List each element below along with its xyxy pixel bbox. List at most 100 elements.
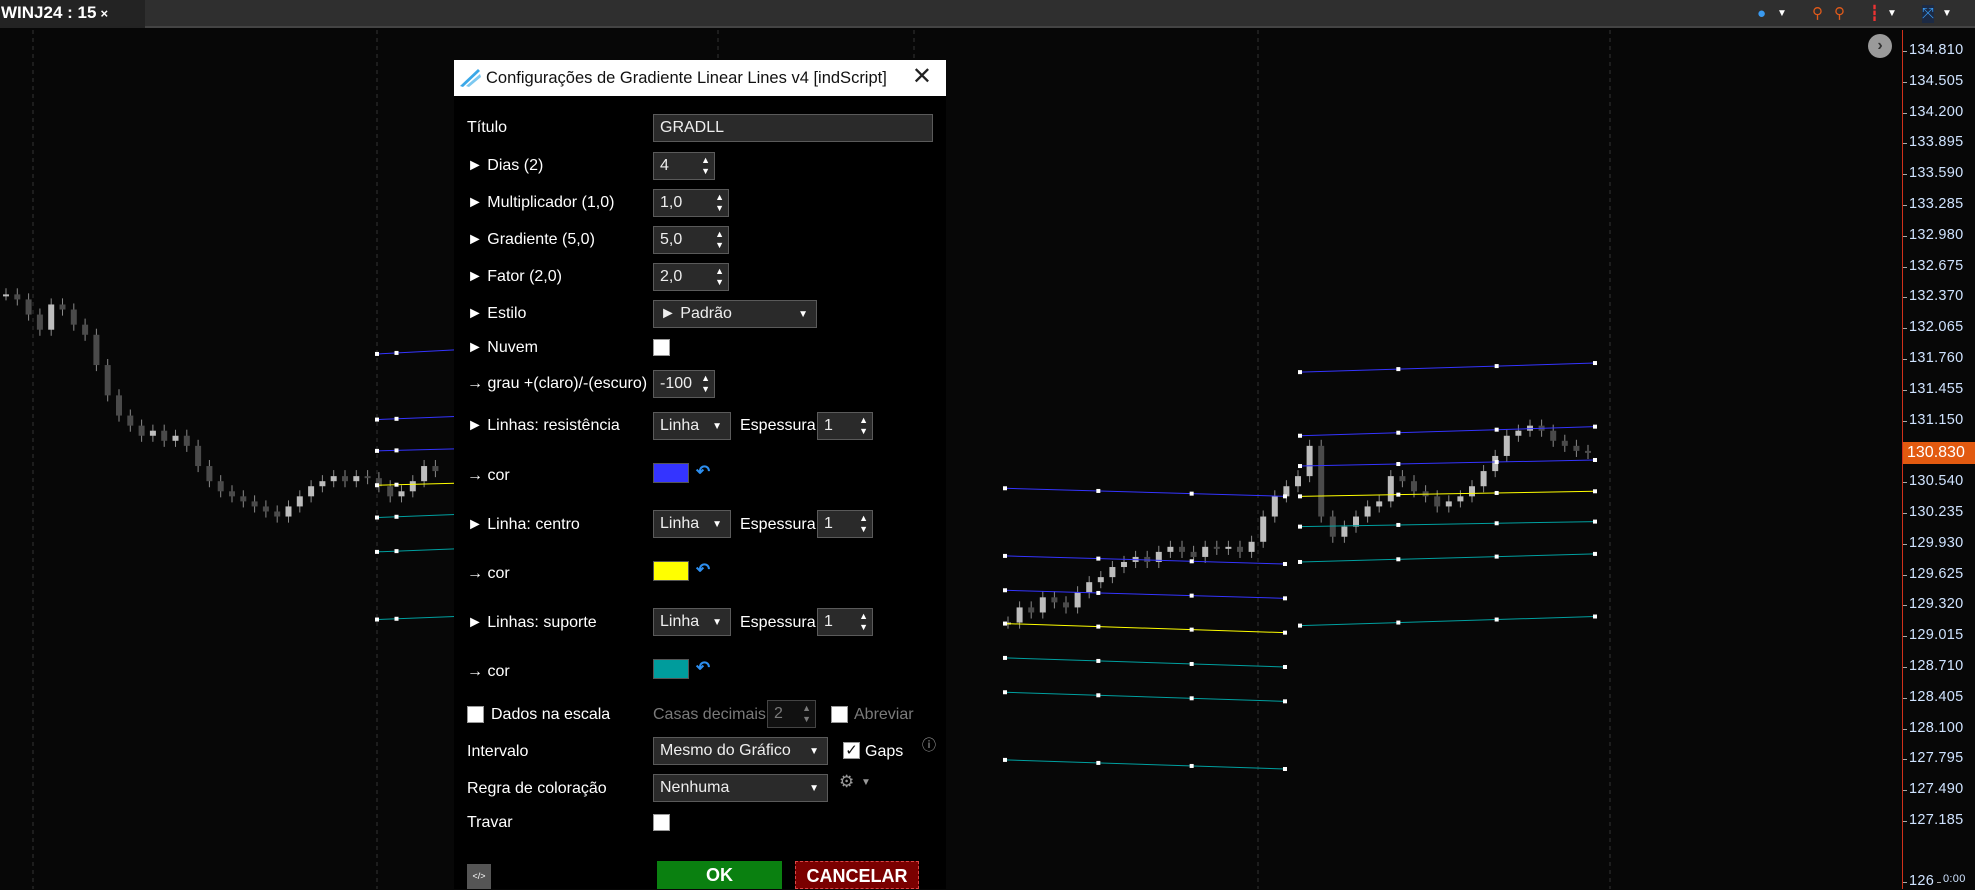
price-tick-label: 129.320 [1903, 596, 1964, 613]
grau-stepper[interactable]: -100 ▲ ▼ [653, 370, 715, 398]
spinner-arrows-icon[interactable]: ▲ ▼ [715, 266, 724, 287]
indicator-anchor-point [1298, 464, 1302, 469]
espessura-label: Espessura [740, 417, 816, 434]
candle-body [1353, 516, 1359, 527]
regra-value: Nenhuma [660, 779, 730, 796]
regra-label: Regra de coloração [467, 780, 607, 797]
suporte-thickness-stepper[interactable]: 1 ▲ ▼ [817, 608, 873, 636]
casas-decimais-stepper[interactable]: 2 ▲ ▼ [767, 700, 816, 728]
chart-tab[interactable]: WINJ24 : 15 × [0, 0, 145, 28]
candle-body [330, 476, 337, 482]
centro-thickness-stepper[interactable]: 1 ▲ ▼ [817, 510, 873, 538]
reset-undo-icon[interactable]: ↶ [696, 560, 711, 579]
code-button[interactable]: </> [467, 864, 491, 889]
spinner-arrows-icon[interactable]: ▲ ▼ [802, 703, 811, 724]
chevron-down-icon: ▼ [809, 746, 819, 757]
suporte-type-select[interactable]: Linha ▼ [653, 608, 731, 636]
chevron-down-icon[interactable]: ▼ [1777, 8, 1787, 19]
mult-value: 1,0 [660, 194, 683, 211]
close-icon[interactable]: ✕ [911, 63, 932, 90]
candle-type-icon[interactable]: ┇ [1870, 5, 1880, 22]
indicator-line-resistance [1004, 589, 1286, 599]
dados-escala-checkbox[interactable] [467, 706, 484, 723]
spinner-arrows-icon[interactable]: ▲ ▼ [715, 192, 724, 213]
candle-body [342, 476, 348, 482]
spinner-arrows-icon[interactable]: ▲ ▼ [701, 373, 710, 394]
grad-stepper[interactable]: 5,0 ▲ ▼ [653, 226, 729, 254]
fator-stepper[interactable]: 2,0 ▲ ▼ [653, 263, 729, 291]
chevron-down-icon[interactable]: ▼ [861, 777, 871, 788]
centro-type-select[interactable]: Linha ▼ [653, 510, 731, 538]
resistencia-type-select[interactable]: Linha ▼ [653, 412, 731, 440]
fit-icon[interactable]: ⤧ [1922, 5, 1935, 23]
dias-label: ► Dias (2) [467, 157, 544, 174]
candle-body [319, 481, 326, 487]
resistencia-thickness-stepper[interactable]: 1 ▲ ▼ [817, 412, 873, 440]
zoom-in-icon[interactable]: ⚲ [1812, 5, 1823, 22]
candle-body [1411, 481, 1417, 492]
candle-body [161, 430, 168, 441]
gaps-checkbox[interactable]: ✓ [843, 742, 860, 759]
candle-body [3, 294, 9, 297]
candle-body [1063, 602, 1069, 608]
nuvem-checkbox[interactable] [653, 339, 670, 356]
intervalo-select[interactable]: Mesmo do Gráfico ▼ [653, 737, 828, 765]
current-price-label: 130.830 [1903, 441, 1975, 464]
spinner-arrows-icon[interactable]: ▲ ▼ [859, 611, 868, 632]
help-icon[interactable]: ⓘ [922, 737, 936, 753]
gear-icon[interactable]: ⚙ [839, 772, 855, 791]
time-label: 0:00 [1937, 873, 1966, 885]
chevron-down-icon[interactable]: ▼ [1887, 8, 1897, 19]
resistencia-color-swatch[interactable] [653, 463, 689, 483]
spinner-arrows-icon[interactable]: ▲ ▼ [715, 229, 724, 250]
suporte-color-swatch[interactable] [653, 659, 689, 679]
price-chart[interactable] [0, 30, 1902, 889]
regra-select[interactable]: Nenhuma ▼ [653, 774, 828, 802]
price-tick-label: 132.370 [1903, 288, 1964, 305]
price-tick-label: 126 [1902, 873, 1935, 889]
chevron-down-icon: ▼ [712, 617, 722, 628]
indicator-anchor-point [1189, 559, 1194, 564]
titulo-input[interactable]: GRADLL [653, 114, 933, 142]
travar-label: Travar [467, 814, 513, 831]
travar-checkbox[interactable] [653, 814, 670, 831]
reset-undo-icon[interactable]: ↶ [696, 658, 711, 677]
scroll-right-icon[interactable]: › [1868, 34, 1892, 58]
candle-body [1109, 567, 1116, 578]
clock-icon[interactable]: ● [1757, 5, 1767, 22]
candle-body [1202, 546, 1209, 557]
indicator-anchor-point [1298, 524, 1302, 529]
price-tick-label: 134.200 [1903, 103, 1964, 120]
indicator-anchor-point [1189, 661, 1194, 666]
spinner-arrows-icon[interactable]: ▲ ▼ [701, 155, 710, 176]
indicator-line-resistance [1299, 459, 1596, 467]
candle-body [387, 486, 394, 497]
estilo-select[interactable]: ► Padrão ▼ [653, 300, 817, 328]
chevron-down-icon[interactable]: ▼ [1942, 8, 1952, 19]
price-tick-label: 127.490 [1903, 781, 1964, 798]
ok-button[interactable]: OK [657, 861, 782, 889]
candle-body [262, 506, 269, 512]
cancel-button[interactable]: CANCELAR [795, 861, 919, 889]
candle-body [149, 430, 156, 436]
espessura-label: Espessura [740, 516, 816, 533]
abreviar-checkbox[interactable] [831, 706, 848, 723]
mult-stepper[interactable]: 1,0 ▲ ▼ [653, 189, 729, 217]
candle-body [48, 304, 55, 330]
zoom-out-icon[interactable]: ⚲ [1834, 5, 1845, 22]
candle-body [274, 511, 281, 517]
candle-body [1434, 496, 1441, 507]
centro-color-swatch[interactable] [653, 561, 689, 581]
spinner-arrows-icon[interactable]: ▲ ▼ [859, 513, 868, 534]
reset-undo-icon[interactable]: ↶ [696, 462, 711, 481]
tab-title: WINJ24 : 15 [1, 3, 97, 22]
indicator-line-resistance [376, 448, 456, 452]
spinner-arrows-icon[interactable]: ▲ ▼ [859, 415, 868, 436]
candle-body [1318, 445, 1325, 517]
tab-close-icon[interactable]: × [100, 6, 109, 21]
price-axis[interactable]: 134.810 134.505 134.200 133.895 133.590 133.2… [1902, 30, 1975, 889]
indicator-anchor-point [394, 448, 399, 453]
dialog-titlebar[interactable]: Configurações de Gradiente Linear Lines … [454, 60, 946, 96]
indicator-anchor-point [1396, 367, 1401, 372]
dias-stepper[interactable]: 4 ▲ ▼ [653, 152, 715, 180]
